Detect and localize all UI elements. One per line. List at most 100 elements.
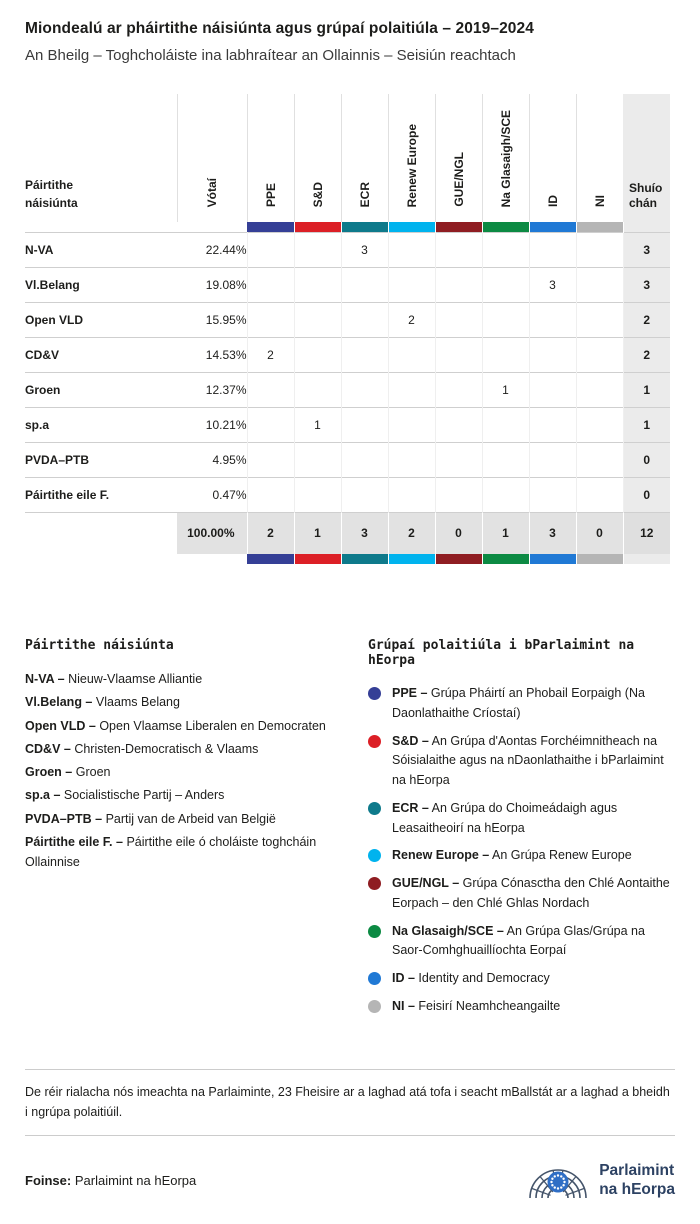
group-color-bar-row <box>25 222 670 232</box>
votes-cell: 22.44% <box>177 231 248 267</box>
table-row: Groen 12.37% 1 1 <box>25 371 670 407</box>
seats-total-cell: 0 <box>623 476 670 512</box>
group-color-dot <box>368 849 381 863</box>
list-item: PVDA–PTB – Partij van de Arbeid van Belg… <box>25 811 276 826</box>
table-row: sp.a 10.21% 1 1 <box>25 406 670 442</box>
group-color-dot <box>368 924 381 938</box>
page-title: Miondealú ar pháirtithe náisiúnta agus g… <box>25 20 534 37</box>
logo-text: Parlaimint na hEorpa <box>599 1162 675 1198</box>
corner-header: Páirtithe náisiúnta <box>25 94 178 222</box>
total-row: 100.00% 2 1 3 2 0 1 3 0 12 <box>25 511 670 554</box>
list-item: NI – Feisirí Neamhcheangailte <box>368 997 670 1017</box>
legend-national-parties: Páirtithe náisiúnta N-VA – Nieuw-Vlaamse… <box>25 638 355 1025</box>
legend-political-groups: Grúpaí polaitiúla i bParlaimint na hEorp… <box>368 638 670 1025</box>
table-row: PVDA–PTB 4.95% 0 <box>25 441 670 477</box>
party-name: Páirtithe eile F. <box>25 476 177 512</box>
footnote: De réir rialacha nós imeachta na Parlaim… <box>25 1068 675 1136</box>
color-bar-renew <box>388 554 436 564</box>
list-item: Vl.Belang – Vlaams Belang <box>25 695 180 710</box>
votes-cell: 0.47% <box>177 476 248 512</box>
group-header-ni: NI <box>592 195 607 207</box>
table-row: N-VA 22.44% 3 3 <box>25 231 670 267</box>
total-votes-cell: 100.00% <box>177 511 248 554</box>
european-parliament-logo: Parlaimint na hEorpa <box>527 1158 675 1204</box>
list-item: Renew Europe – An Grúpa Renew Europe <box>368 846 670 866</box>
list-item: GUE/NGL – Grúpa Cónasctha den Chlé Aonta… <box>368 874 670 914</box>
source-text: Parlaimint na hEorpa <box>74 1173 197 1188</box>
color-bar-ecr <box>341 554 389 564</box>
seats-total-cell: 0 <box>623 441 670 477</box>
list-item: Páirtithe eile F. – Páirtithe eile ó cho… <box>25 834 317 869</box>
color-bar-ppe <box>247 222 295 232</box>
table-row: CD&V 14.53% 2 2 <box>25 336 670 372</box>
color-bar-ni <box>576 554 624 564</box>
party-name: Open VLD <box>25 301 177 337</box>
votes-cell: 15.95% <box>177 301 248 337</box>
source-label: Foinse: <box>25 1173 72 1188</box>
legend: Páirtithe náisiúnta N-VA – Nieuw-Vlaamse… <box>25 638 675 1025</box>
votes-cell: 4.95% <box>177 441 248 477</box>
group-color-dot <box>368 972 381 985</box>
votes-cell: 12.37% <box>177 371 248 407</box>
votes-cell: 14.53% <box>177 336 248 372</box>
group-header-ecr: ECR <box>341 94 389 222</box>
group-header-id: ID <box>529 94 577 222</box>
list-item: sp.a – Socialistische Partij – Anders <box>25 788 225 803</box>
seats-total-cell: 1 <box>623 406 670 442</box>
list-item: S&D – An Grúpa d'Aontas Forchéimnitheach… <box>368 732 670 791</box>
party-name: PVDA–PTB <box>25 441 177 477</box>
footer: Foinse: Parlaimint na hEorpa <box>25 1158 675 1204</box>
seats-total-cell: 1 <box>623 371 670 407</box>
group-color-dot <box>368 734 381 748</box>
legend-groups-heading: Grúpaí polaitiúla i bParlaimint na hEorp… <box>368 638 635 668</box>
legend-parties-heading: Páirtithe náisiúnta <box>25 638 174 653</box>
seats-total-cell: 3 <box>623 231 670 267</box>
group-header-renew: Renew Europe <box>388 94 436 222</box>
color-bar-ecr <box>341 222 389 232</box>
party-name: Vl.Belang <box>25 266 177 302</box>
list-item: Groen – Groen <box>25 765 111 779</box>
list-item: N-VA – Nieuw-Vlaamse Alliantie <box>25 672 203 686</box>
table-row: Vl.Belang 19.08% 3 3 <box>25 266 670 302</box>
group-header-ppe: PPE <box>247 94 295 222</box>
color-bar-guengl <box>435 554 483 564</box>
list-item: ECR – An Grúpa do Choimeádaigh agus Leas… <box>368 799 670 839</box>
ep-hemicycle-icon <box>529 1168 588 1198</box>
page-subtitle: An Bheilg – Toghcholáiste ina labhraítea… <box>25 47 516 64</box>
group-color-bar-row-bottom <box>25 554 670 564</box>
group-color-dot <box>368 687 381 700</box>
group-header-greens: Na Glasaigh/SCE <box>482 94 530 222</box>
seats-total-cell: 2 <box>623 336 670 372</box>
votes-cell: 19.08% <box>177 266 248 302</box>
group-header-guengl: GUE/NGL <box>435 94 483 222</box>
list-item: ID – Identity and Democracy <box>368 969 670 989</box>
votes-cell: 10.21% <box>177 406 248 442</box>
group-color-dot <box>368 877 381 890</box>
table-row: Open VLD 15.95% 2 2 <box>25 301 670 337</box>
votes-header: Vótaí <box>177 94 248 222</box>
color-bar-id <box>529 554 577 564</box>
list-item: CD&V – Christen-Democratisch & Vlaams <box>25 741 259 756</box>
party-name: N-VA <box>25 231 177 267</box>
color-bar-guengl <box>435 222 483 232</box>
group-color-dot <box>368 999 381 1013</box>
party-name: Groen <box>25 371 177 407</box>
color-bar-ni <box>576 222 624 232</box>
seats-total-cell: 3 <box>623 266 670 302</box>
group-header-sd: S&D <box>294 94 342 222</box>
header-row: Páirtithe náisiúnta Vótaí PPE S&D ECR Re… <box>25 94 670 222</box>
color-bar-sd <box>294 554 342 564</box>
party-name: CD&V <box>25 336 177 372</box>
color-bar-renew <box>388 222 436 232</box>
color-bar-ppe <box>247 554 295 564</box>
color-bar-sd <box>294 222 342 232</box>
list-item: PPE – Grúpa Pháirtí an Phobail Eorpaigh … <box>368 684 670 724</box>
source: Foinse: Parlaimint na hEorpa <box>25 1173 196 1188</box>
party-name: sp.a <box>25 406 177 442</box>
group-color-dot <box>368 801 381 815</box>
list-item: Na Glasaigh/SCE – An Grúpa Glas/Grúpa na… <box>368 922 670 962</box>
seats-total-cell: 2 <box>623 301 670 337</box>
grand-total-seats-cell: 12 <box>623 511 670 554</box>
results-table: Páirtithe náisiúnta Vótaí PPE S&D ECR Re… <box>25 94 670 564</box>
